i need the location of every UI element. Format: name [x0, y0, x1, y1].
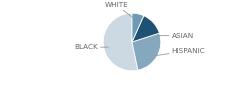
Wedge shape [132, 33, 161, 70]
Wedge shape [103, 13, 138, 71]
Text: BLACK: BLACK [74, 44, 108, 50]
Text: ASIAN: ASIAN [157, 33, 194, 39]
Text: HISPANIC: HISPANIC [155, 48, 205, 56]
Wedge shape [132, 16, 159, 42]
Text: WHITE: WHITE [104, 2, 132, 17]
Wedge shape [132, 13, 144, 42]
